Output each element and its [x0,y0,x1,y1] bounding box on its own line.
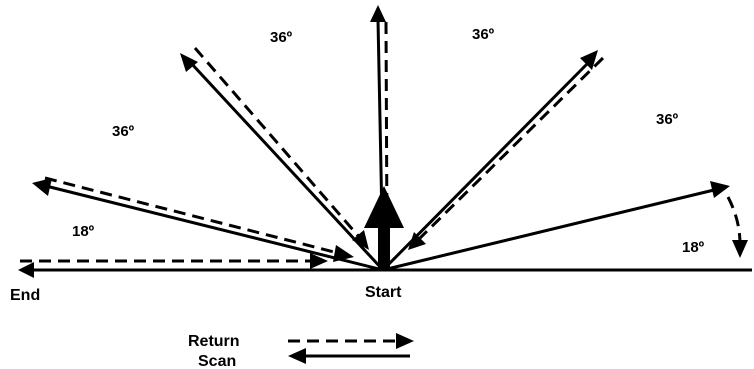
angle-label-right: 36º [656,111,679,128]
start-label: Start [365,284,402,301]
scan-arrowhead-18-left [32,178,52,196]
angle-label-lower-left: 18º [72,223,95,240]
angle-indicator-arrowhead-18-right [732,240,748,258]
legend: Return Scan [188,333,414,369]
legend-return-arrowhead [396,333,414,349]
angle-label-left: 36º [112,123,135,140]
scan-arrowhead-90 [370,5,386,22]
start-indicator-head [364,186,404,228]
return-arrowhead-54-left [352,230,369,250]
scan-ray-54-right [381,60,591,272]
scan-ray-54-left [188,60,385,272]
return-ray-54-right [416,56,605,242]
angle-label-lower-right: 18º [682,239,705,256]
scan-arrowhead-54-left [180,53,198,72]
return-arrowhead-18-left [333,245,354,262]
return-ray-18-left [44,176,339,255]
legend-scan-label: Scan [198,353,236,369]
baseline-arrowhead-left [18,262,34,278]
scan-ray-18-left [45,184,384,272]
angle-indicator-18-right [726,196,742,245]
return-ray-54-left [193,47,362,239]
end-label: End [10,287,40,304]
start-indicator-stem [378,222,390,270]
return-arrowhead-lower-left [310,253,328,269]
scan-ray-18-right [382,188,715,272]
legend-return-label: Return [188,333,240,350]
scan-arrowhead-18-right [710,181,730,198]
angle-label-top-left: 36º [270,29,293,46]
angle-label-top-right: 36º [472,26,495,43]
return-arrowhead-54-right [408,232,426,250]
legend-scan-arrowhead [288,348,306,364]
scan-arrowhead-54-right [580,50,598,70]
